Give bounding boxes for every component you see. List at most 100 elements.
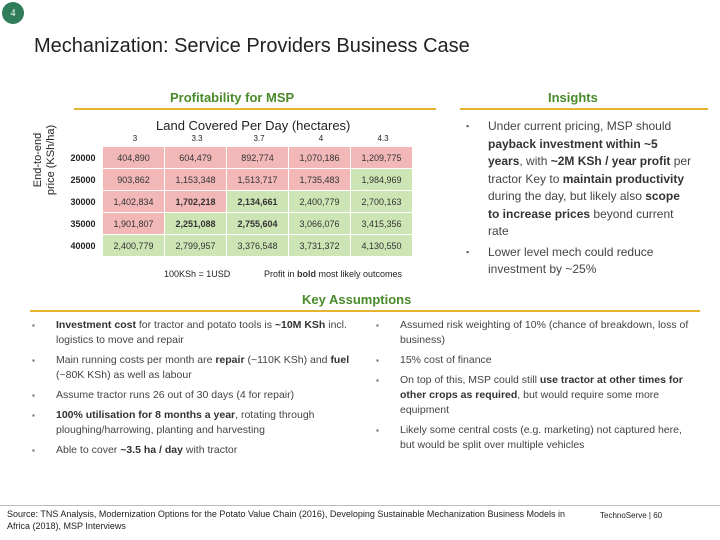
assumption-item-text: Assumed risk weighting of 10% (chance of… bbox=[400, 319, 689, 346]
profit-note-post: most likely outcomes bbox=[316, 269, 403, 279]
assumption-item: ▪ On top of this, MSP could still use tra… bbox=[374, 373, 694, 418]
table-cell: 2,134,661 bbox=[227, 191, 288, 212]
profitability-header: Profitability for MSP bbox=[170, 90, 295, 105]
table-cell: 1,402,834 bbox=[103, 191, 164, 212]
assumption-item: ▪ 100% utilisation for 8 months a year, r… bbox=[30, 408, 360, 438]
bullet-icon: ▪ bbox=[466, 121, 470, 131]
bullet-icon: ▪ bbox=[32, 446, 35, 455]
assumption-item-text: Able to cover bbox=[56, 444, 121, 456]
assumption-item-text: for tractor and potato tools is bbox=[135, 319, 275, 331]
table-row: 30000 1,402,834 1,702,218 2,134,661 2,400,77… bbox=[64, 191, 412, 212]
table-cell: 1,209,775 bbox=[351, 147, 412, 168]
table-cell: 2,799,957 bbox=[165, 235, 226, 256]
row-header-price: 35000 bbox=[70, 218, 96, 229]
insight-item-text: scope to increase prices bbox=[488, 189, 680, 221]
table-cell: 3,066,076 bbox=[289, 213, 350, 234]
insight-item-text: maintain productivity bbox=[562, 171, 685, 186]
column-header: 4 bbox=[318, 134, 324, 143]
assumption-item-text: , rotating through ploughing/harrowing, … bbox=[56, 409, 315, 436]
table-cell: 903,862 bbox=[103, 169, 164, 190]
assumption-item-text: Investment cost bbox=[56, 319, 136, 331]
assumption-item: ▪ 15% cost of finance bbox=[374, 353, 694, 368]
row-header-price: 30000 bbox=[70, 196, 96, 207]
assumption-item-text: Assume tractor runs 26 out of 30 days (4… bbox=[56, 389, 295, 401]
table-cell: 1,735,483 bbox=[289, 169, 350, 190]
assumption-item-text: On top of this, MSP could still bbox=[400, 374, 540, 386]
assumptions-right: ▪ Assumed risk weighting of 10% (chance o… bbox=[374, 318, 694, 458]
column-header: 4.3 bbox=[377, 134, 389, 143]
bullet-icon: ▪ bbox=[376, 321, 379, 330]
assumption-item-text: 15% cost of finance bbox=[400, 354, 492, 366]
assumption-item-text: incl. logistics to move and repair bbox=[56, 319, 347, 346]
assumption-item-text: ~3.5 ha / day bbox=[120, 444, 183, 456]
table-cell: 892,774 bbox=[227, 147, 288, 168]
profitability-header-rule bbox=[74, 108, 436, 110]
y-axis-label-line1: End-to-end bbox=[32, 132, 44, 188]
column-header: 3.3 bbox=[191, 134, 203, 143]
insight-item-text: per tractor Key to bbox=[488, 154, 692, 186]
page-title: Mechanization: Service Providers Busines… bbox=[34, 35, 470, 57]
y-axis-label-line2: price (KSh/ha) bbox=[45, 124, 57, 196]
table-row: 40000 2,400,779 2,799,957 3,376,548 3,731,37… bbox=[64, 235, 412, 256]
insight-item-text: Under current pricing, MSP should bbox=[488, 119, 672, 133]
table-cell: 1,153,348 bbox=[165, 169, 226, 190]
bullet-icon: ▪ bbox=[32, 356, 35, 365]
slide-number-badge: 4 bbox=[2, 2, 24, 24]
table-cell: 2,700,163 bbox=[351, 191, 412, 212]
assumption-item: ▪ Main running costs per month are repair… bbox=[30, 353, 360, 383]
assumption-item-text: (~80K KSh) as well as labour bbox=[56, 369, 192, 381]
insight-item: ▪ Under current pricing, MSP should payba… bbox=[464, 118, 694, 241]
assumption-item-text: Likely some central costs (e.g. marketin… bbox=[400, 424, 682, 451]
assumptions-left: ▪ Investment cost for tractor and potato … bbox=[30, 318, 360, 463]
profit-note: Profit in bold most likely outcomes bbox=[264, 269, 402, 279]
footer-brand: TechnoServe | 60 bbox=[600, 511, 663, 520]
column-headers: 3 3.3 3.7 4 4.3 bbox=[104, 134, 414, 143]
insights-header-rule bbox=[460, 108, 708, 110]
y-axis-label: End-to-end price (KSh/ha) bbox=[32, 105, 62, 215]
table-cell: 2,755,604 bbox=[227, 213, 288, 234]
bullet-icon: ▪ bbox=[376, 376, 379, 385]
assumption-item-text: (~110K KSh) and bbox=[244, 354, 331, 366]
table-cell: 404,890 bbox=[103, 147, 164, 168]
assumption-item-text: Main running costs per month are bbox=[56, 354, 216, 366]
fx-note: 100KSh = 1USD bbox=[164, 269, 231, 279]
column-header: 3 bbox=[132, 134, 138, 143]
table-cell: 2,400,779 bbox=[103, 235, 164, 256]
table-cell: 1,702,218 bbox=[165, 191, 226, 212]
bullet-icon: ▪ bbox=[376, 356, 379, 365]
assumption-item: ▪ Assume tractor runs 26 out of 30 days (… bbox=[30, 388, 360, 403]
insight-item-text: payback investment within ~5 years bbox=[488, 136, 658, 169]
insight-item-text: ~2M KSh / year profit bbox=[550, 154, 671, 168]
source-note: Source: TNS Analysis, Modernization Opti… bbox=[7, 509, 565, 531]
table-row: 20000 404,890 604,479 892,774 1,070,186 1,209… bbox=[64, 147, 412, 168]
row-header-price: 20000 bbox=[70, 152, 96, 163]
profit-note-pre: Profit in bbox=[264, 269, 298, 279]
table-cell: 3,415,356 bbox=[351, 213, 412, 234]
table-cell: 4,130,550 bbox=[351, 235, 412, 256]
table-cell: 1,901,807 bbox=[103, 213, 164, 234]
table-cell: 3,731,372 bbox=[289, 235, 350, 256]
bullet-icon: ▪ bbox=[32, 411, 35, 420]
table-cell: 2,400,779 bbox=[289, 191, 350, 212]
table-cell: 2,251,088 bbox=[165, 213, 226, 234]
key-assumptions-rule bbox=[30, 310, 700, 312]
insight-item-text: , with bbox=[519, 154, 551, 168]
table-cell: 3,376,548 bbox=[227, 235, 288, 256]
table-row: 35000 1,901,807 2,251,088 2,755,604 3,066,07… bbox=[64, 213, 412, 234]
assumption-item: ▪ Able to cover ~3.5 ha / day with tracto… bbox=[30, 443, 360, 458]
assumption-item-text: with tractor bbox=[182, 444, 238, 456]
bullet-icon: ▪ bbox=[466, 246, 470, 257]
table-cell: 1,070,186 bbox=[289, 147, 350, 168]
assumption-item-text: fuel bbox=[330, 354, 350, 366]
assumption-item-text: repair bbox=[215, 354, 245, 366]
bullet-icon: ▪ bbox=[32, 391, 35, 400]
insight-item-text: Lower level mech could reduce investment… bbox=[488, 244, 654, 277]
insight-item: ▪ Lower level mech could reduce investmen… bbox=[464, 244, 694, 279]
profit-note-bold: bold bbox=[297, 269, 317, 279]
bullet-icon: ▪ bbox=[376, 426, 379, 435]
assumption-item-text: ~10M KSh bbox=[274, 319, 326, 331]
table-row: 25000 903,862 1,153,348 1,513,717 1,735,483 1… bbox=[64, 169, 412, 190]
assumption-item: ▪ Investment cost for tractor and potato … bbox=[30, 318, 360, 348]
footer-rule bbox=[0, 505, 720, 506]
row-header-price: 25000 bbox=[70, 174, 96, 185]
